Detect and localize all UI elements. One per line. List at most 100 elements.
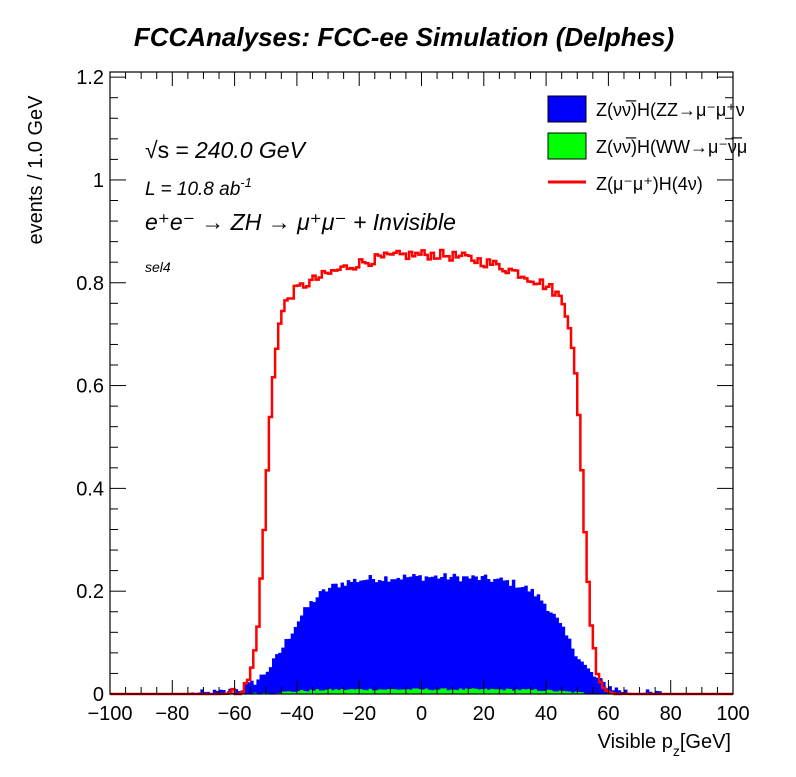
histogram-bin xyxy=(524,586,527,694)
histogram-bin xyxy=(546,690,549,694)
y-tick-label: 0.6 xyxy=(76,376,104,398)
y-tick-label: 1.2 xyxy=(76,67,104,89)
y-axis-label: events / 1.0 GeV xyxy=(25,95,47,245)
histogram-bin xyxy=(481,576,484,694)
x-tick-label: −80 xyxy=(155,703,189,725)
histogram-bin xyxy=(387,582,390,694)
histogram-bin xyxy=(353,689,356,694)
histogram-bin xyxy=(446,579,449,694)
histogram-bin xyxy=(347,580,350,694)
histogram-bin xyxy=(350,582,353,694)
x-tick-label: −40 xyxy=(280,703,314,725)
histogram-bin xyxy=(390,579,393,694)
luminosity-value: L = 10.8 ab xyxy=(145,179,240,200)
histogram-bin xyxy=(549,612,552,694)
histogram-bin xyxy=(524,689,527,694)
histogram-bin xyxy=(527,591,530,694)
histogram-bin xyxy=(459,689,462,694)
histogram-bin xyxy=(559,623,562,694)
histogram-bin xyxy=(347,690,350,694)
histogram-bin xyxy=(322,589,325,694)
histogram-bin xyxy=(393,689,396,694)
histogram-bin xyxy=(300,615,303,694)
histogram-bin xyxy=(393,579,396,694)
histogram-bin xyxy=(281,648,284,694)
selection-annotation: sel4 xyxy=(145,259,171,275)
histogram-bin xyxy=(365,580,368,694)
histogram-bin xyxy=(266,672,269,694)
histogram-bin xyxy=(403,575,406,694)
histogram-bin xyxy=(412,574,415,694)
histogram-bin xyxy=(462,690,465,694)
histogram-bin xyxy=(316,689,319,694)
histogram-bin xyxy=(496,579,499,694)
chart-title: FCCAnalyses: FCC-ee Simulation (Delphes) xyxy=(134,22,674,52)
histogram-bin xyxy=(443,688,446,694)
histogram-bin xyxy=(468,689,471,694)
histogram-bin xyxy=(272,658,275,694)
x-tick-label: 80 xyxy=(660,703,682,725)
histogram-bin xyxy=(499,689,502,694)
histogram-bin xyxy=(319,591,322,694)
histogram-bin xyxy=(334,584,337,694)
histogram-bin xyxy=(568,639,571,694)
histogram-bin xyxy=(471,688,474,694)
legend-swatch-zz xyxy=(548,96,586,122)
histogram-bin xyxy=(465,576,468,694)
histogram-bin xyxy=(390,689,393,694)
histogram-bin xyxy=(316,597,319,694)
histogram-bin xyxy=(375,582,378,694)
histogram-bin xyxy=(359,689,362,694)
x-axis-label-sub: z xyxy=(673,743,680,759)
histogram-bin xyxy=(412,688,415,694)
histogram-bin xyxy=(534,689,537,694)
histogram-bin xyxy=(253,685,256,694)
histogram-bin xyxy=(406,689,409,694)
histogram-bin xyxy=(440,688,443,694)
luminosity-annotation: L = 10.8 ab-1 xyxy=(145,175,252,200)
histogram-bin xyxy=(456,576,459,694)
histogram-bin xyxy=(509,689,512,694)
histogram-bin xyxy=(406,577,409,694)
histogram-bin xyxy=(478,690,481,695)
x-tick-label: 40 xyxy=(535,703,557,725)
histogram-bin xyxy=(515,588,518,694)
histogram-bin xyxy=(312,602,315,694)
histogram-bin xyxy=(431,577,434,694)
histogram-bin xyxy=(415,688,418,694)
histogram-bin xyxy=(400,690,403,694)
histogram-bin xyxy=(521,689,524,694)
histogram-bin xyxy=(555,618,558,694)
histogram-bin xyxy=(593,677,596,694)
histogram-bin xyxy=(471,575,474,694)
histogram-bin xyxy=(425,689,428,694)
histogram-bin xyxy=(512,580,515,694)
histogram-bin xyxy=(422,581,425,694)
histogram-bin xyxy=(493,689,496,694)
histogram-bin xyxy=(334,689,337,694)
histogram-bin xyxy=(577,659,580,694)
histogram-bin xyxy=(571,649,574,694)
process-annotation: e⁺e⁻ → ZH → μ⁺μ⁻ + Invisible xyxy=(145,209,456,235)
histogram-bin xyxy=(397,578,400,694)
histogram-bin xyxy=(587,668,590,694)
legend-label-zz: Z(νν̅)H(ZZ→μ⁻μ⁺ν xyxy=(596,100,745,120)
histogram-bin xyxy=(400,579,403,694)
histogram-bin xyxy=(490,689,493,694)
histogram-bin xyxy=(350,689,353,694)
histogram-bin xyxy=(409,690,412,694)
histogram-bin xyxy=(562,627,565,694)
histogram-bin xyxy=(250,681,253,694)
histogram-bin xyxy=(583,665,586,694)
histogram-bin xyxy=(502,580,505,694)
histogram-bin xyxy=(487,579,490,694)
histogram-bin xyxy=(437,579,440,694)
histogram-bin xyxy=(418,575,421,694)
histogram-bin xyxy=(484,575,487,694)
histogram-bin xyxy=(306,607,309,694)
histogram-bin xyxy=(580,662,583,694)
histogram-bin xyxy=(509,586,512,694)
histogram-bin xyxy=(552,614,555,694)
legend-label-ww: Z(νν̅)H(WW→μ⁻ν̅μ xyxy=(596,137,747,157)
histogram-bin xyxy=(474,577,477,695)
